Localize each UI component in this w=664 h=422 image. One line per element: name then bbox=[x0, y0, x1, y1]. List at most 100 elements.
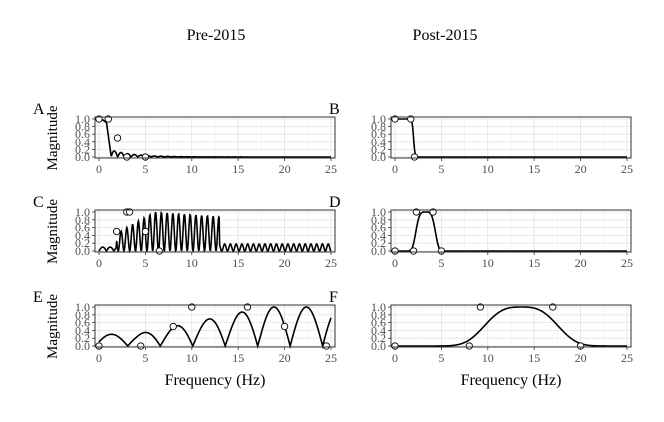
y-tick-label: 1.0 bbox=[371, 300, 386, 314]
data-point bbox=[410, 153, 419, 161]
y-tick-label: 0.0 bbox=[371, 150, 386, 164]
y-tick-label: 0.0 bbox=[75, 244, 90, 258]
panel-b: 0 5 10 15 20 25 0.00.20.40.60.81.0 B bbox=[329, 101, 633, 176]
y-tick-label: 0.2 bbox=[371, 142, 386, 156]
x-tick-label: 0 bbox=[392, 256, 398, 270]
x-tick-label: 5 bbox=[142, 162, 148, 176]
panel-label: E bbox=[33, 289, 43, 306]
plot-frame bbox=[94, 116, 336, 159]
x-tick-label: 10 bbox=[186, 256, 198, 270]
response-curve bbox=[98, 118, 331, 159]
data-point bbox=[409, 247, 418, 255]
panel-label: F bbox=[329, 289, 338, 306]
y-tick-label: 0.6 bbox=[75, 316, 90, 330]
x-tick-label: 20 bbox=[575, 351, 587, 365]
y-tick-label: 1.0 bbox=[371, 205, 386, 219]
x-tick-label: 20 bbox=[279, 162, 291, 176]
x-tick-label: 10 bbox=[186, 162, 198, 176]
column-title-pre: Pre-2015 bbox=[187, 27, 246, 44]
y-tick-label: 0.4 bbox=[75, 135, 90, 149]
x-tick-label: 0 bbox=[96, 351, 102, 365]
x-tick-label: 15 bbox=[528, 256, 540, 270]
response-curve bbox=[395, 211, 627, 252]
y-tick-label: 0.4 bbox=[75, 323, 90, 337]
y-tick-label: 0.4 bbox=[371, 135, 386, 149]
y-tick-label: 0.6 bbox=[75, 221, 90, 235]
data-point bbox=[137, 342, 145, 350]
y-axis-label: Magnitude bbox=[45, 199, 61, 264]
y-tick-label: 0.2 bbox=[75, 142, 90, 156]
x-tick-label: 0 bbox=[392, 162, 398, 176]
x-tick-label: 25 bbox=[325, 162, 337, 176]
y-tick-label: 0.4 bbox=[75, 228, 90, 242]
x-tick-label: 10 bbox=[186, 351, 198, 365]
x-tick-label: 25 bbox=[621, 351, 633, 365]
column-title-post: Post-2015 bbox=[413, 27, 478, 44]
panel-label: B bbox=[329, 101, 340, 118]
x-tick-label: 15 bbox=[232, 162, 244, 176]
x-tick-label: 5 bbox=[142, 351, 148, 365]
y-tick-label: 0.2 bbox=[371, 236, 386, 250]
y-tick-label: 0.4 bbox=[371, 228, 386, 242]
y-tick-label: 0.8 bbox=[75, 120, 90, 134]
response-curve bbox=[98, 306, 332, 350]
panel-a: 0 5 10 15 20 25 0.00.20.40.60.81.0 A Magnitude bbox=[33, 101, 337, 176]
data-point bbox=[169, 322, 177, 331]
x-tick-label: 10 bbox=[482, 351, 494, 365]
y-tick-label: 0.2 bbox=[75, 236, 90, 250]
y-tick-label: 0.0 bbox=[371, 339, 386, 353]
y-tick-label: 0.0 bbox=[75, 339, 90, 353]
panel-label: A bbox=[33, 101, 45, 118]
response-curve bbox=[395, 306, 627, 347]
panel-d: 0 5 10 15 20 25 0.00.20.40.60.81.0 D bbox=[329, 194, 633, 270]
x-tick-label: 25 bbox=[621, 162, 633, 176]
panel-label: C bbox=[33, 194, 44, 211]
x-tick-label: 5 bbox=[438, 162, 444, 176]
data-point bbox=[141, 227, 150, 236]
panel-f: 0 5 10 15 20 25 0.00.20.40.60.81.0 F Frequency (… bbox=[329, 289, 633, 389]
plot-frame bbox=[390, 116, 632, 159]
y-tick-label: 0.8 bbox=[371, 120, 386, 134]
response-curve bbox=[98, 210, 332, 254]
x-axis-label: Frequency (Hz) bbox=[461, 372, 562, 389]
x-tick-label: 25 bbox=[621, 256, 633, 270]
x-tick-label: 15 bbox=[232, 351, 244, 365]
y-tick-label: 0.8 bbox=[371, 308, 386, 322]
y-tick-label: 0.6 bbox=[75, 127, 90, 141]
data-point bbox=[322, 342, 331, 350]
y-tick-label: 0.8 bbox=[371, 213, 386, 227]
plot-frame bbox=[390, 209, 632, 253]
x-tick-label: 0 bbox=[96, 162, 102, 176]
x-tick-label: 20 bbox=[575, 256, 587, 270]
data-point bbox=[112, 227, 121, 236]
x-tick-label: 10 bbox=[482, 256, 494, 270]
x-tick-label: 20 bbox=[279, 351, 291, 365]
data-point bbox=[155, 247, 163, 255]
plot-frame bbox=[390, 304, 632, 348]
x-tick-label: 20 bbox=[575, 162, 587, 176]
x-tick-label: 15 bbox=[528, 162, 540, 176]
data-point bbox=[465, 342, 473, 350]
y-tick-label: 1.0 bbox=[371, 112, 386, 126]
y-tick-label: 1.0 bbox=[75, 205, 90, 219]
plot-frame bbox=[94, 304, 336, 348]
x-tick-label: 15 bbox=[528, 351, 540, 365]
y-tick-label: 1.0 bbox=[75, 112, 90, 126]
panels: 0 5 10 15 20 250.00.20.40.60.81.0A Magnitude 0 5… bbox=[33, 101, 633, 389]
x-tick-label: 0 bbox=[392, 351, 398, 365]
panel-label: D bbox=[329, 194, 341, 211]
y-tick-label: 0.0 bbox=[75, 150, 90, 164]
data-point bbox=[123, 153, 131, 161]
x-tick-label: 5 bbox=[438, 351, 444, 365]
data-point bbox=[280, 322, 289, 331]
panel-c: 0 5 10 15 20 25 0.00.20.40.60.81.0 C Magnitude bbox=[33, 194, 337, 270]
x-tick-label: 25 bbox=[325, 256, 337, 270]
y-axis-label: Magnitude bbox=[45, 105, 61, 170]
y-tick-label: 0.4 bbox=[371, 323, 386, 337]
x-axis-label: Frequency (Hz) bbox=[165, 372, 266, 389]
plot-frame bbox=[94, 209, 336, 253]
y-tick-label: 1.0 bbox=[75, 300, 90, 314]
y-tick-label: 0.8 bbox=[75, 308, 90, 322]
y-axis-label: Magnitude bbox=[45, 294, 61, 359]
